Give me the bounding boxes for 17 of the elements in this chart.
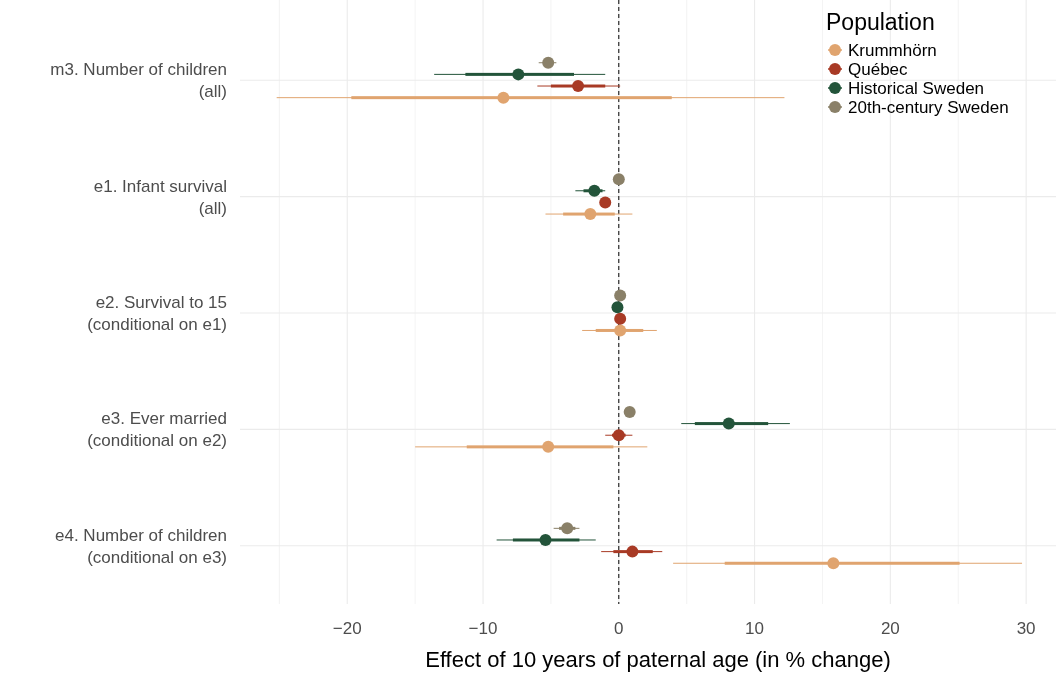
legend-label: Historical Sweden xyxy=(848,79,985,98)
x-tick-label: −10 xyxy=(468,619,498,638)
y-tick-label: e1. Infant survival (all) xyxy=(93,176,227,218)
legend-title: Population xyxy=(826,9,935,35)
x-tick-label: 10 xyxy=(745,619,765,638)
x-tick-label: 20 xyxy=(880,619,900,638)
y-tick-label: e3. Ever married (conditional on e2) xyxy=(87,409,227,451)
x-axis-title: Effect of 10 years of paternal age (in % change) xyxy=(425,647,891,672)
legend-label: 20th-century Sweden xyxy=(848,98,1009,117)
x-tick-label: 0 xyxy=(614,619,624,638)
x-tick-label: −20 xyxy=(332,619,362,638)
x-tick-label: 30 xyxy=(1016,619,1036,638)
y-tick-label: e2. Survival to 15 (conditional on e1) xyxy=(87,293,227,334)
y-tick-label: e4. Number of children (conditional on e3) xyxy=(55,525,227,567)
legend-label: Québec xyxy=(848,60,909,79)
legend-label: Krummhörn xyxy=(848,41,937,60)
y-tick-label: m3. Number of children (all) xyxy=(50,60,227,102)
